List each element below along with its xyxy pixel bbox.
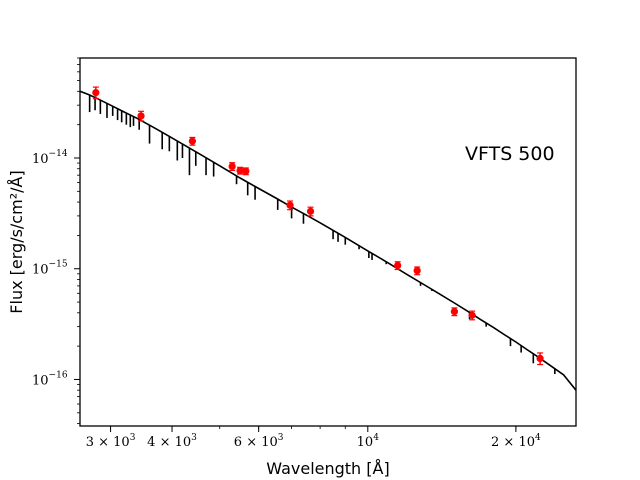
photometry-point (450, 307, 459, 317)
data-marker (92, 88, 100, 97)
photometry-point (92, 86, 100, 100)
x-tick-label: 6 × 103 (234, 433, 284, 450)
x-axis-label: Wavelength [Å] (266, 459, 389, 478)
photometry-point (286, 200, 294, 211)
plot-area (80, 86, 576, 391)
photometry-point (228, 162, 236, 171)
data-marker (137, 112, 145, 120)
photometry-point (188, 136, 196, 146)
data-marker (236, 166, 244, 175)
photometry-points (92, 86, 544, 366)
photometry-point (536, 352, 544, 366)
photometry-point (468, 310, 476, 321)
data-marker (394, 261, 402, 270)
data-marker (242, 167, 250, 175)
photometry-point (413, 266, 421, 276)
data-marker (188, 137, 196, 145)
x-tick-label: 2 × 104 (491, 433, 541, 450)
data-marker (286, 201, 294, 209)
y-tick-label: 10−14 (32, 149, 68, 167)
y-axis-label: Flux [erg/s/cm²/Å] (7, 170, 26, 313)
y-axis-ticks: 10−16 10−15 10−14 (32, 57, 80, 424)
data-marker (413, 267, 421, 275)
model-spectrum-line (80, 90, 576, 391)
photometry-point (137, 110, 145, 122)
y-tick-label: 10−15 (32, 260, 68, 278)
y-tick-label: 10−16 (32, 370, 68, 388)
x-axis-ticks: 3 × 103 4 × 103 6 × 103 104 2 × 104 (86, 426, 541, 450)
data-marker (450, 308, 459, 316)
photometry-point (236, 166, 244, 175)
data-marker (468, 311, 476, 319)
data-marker (536, 354, 544, 362)
axes-frame (79, 57, 577, 427)
x-tick-label: 3 × 103 (86, 433, 136, 450)
x-tick-label: 4 × 103 (147, 433, 197, 450)
photometry-point (394, 261, 402, 271)
x-tick-label: 104 (357, 433, 380, 450)
data-marker (228, 162, 236, 170)
photometry-point (242, 167, 250, 176)
data-marker (306, 207, 315, 215)
photometry-point (306, 206, 315, 217)
star-name-annotation: VFTS 500 (465, 143, 555, 165)
